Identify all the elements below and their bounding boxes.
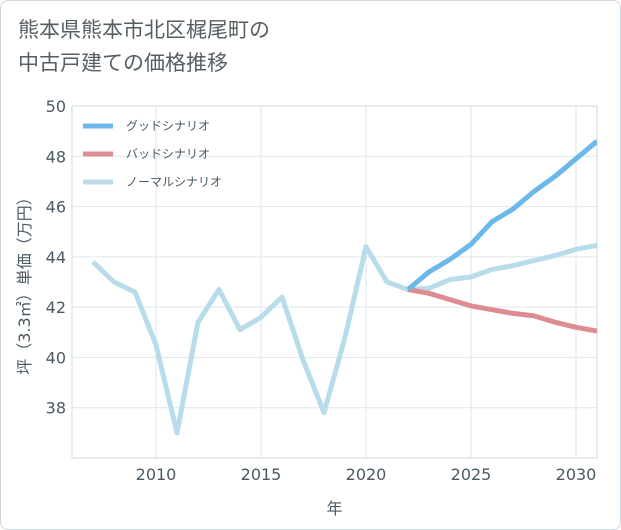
- x-tick-label: 2020: [346, 465, 387, 484]
- series-line-good: [406, 139, 597, 292]
- y-tick-label: 50: [46, 97, 66, 116]
- y-tick-label: 48: [46, 147, 66, 166]
- legend-label: グッドシナリオ: [126, 119, 210, 133]
- x-tick-label: 2015: [241, 465, 282, 484]
- chart-title: 熊本県熊本市北区梶尾町の 中古戸建ての価格推移: [18, 14, 270, 80]
- x-tick-labels: 2010 2015 2020 2025 2030: [136, 465, 597, 484]
- x-tick-label: 2030: [556, 465, 597, 484]
- y-tick-label: 46: [46, 198, 66, 217]
- y-tick-label: 38: [46, 399, 66, 418]
- x-axis-title: 年: [326, 499, 342, 518]
- series-line-bad: [407, 287, 597, 334]
- legend-label: ノーマルシナリオ: [126, 175, 222, 189]
- series-lines: [91, 139, 597, 436]
- x-tick-label: 2025: [451, 465, 492, 484]
- y-tick-label: 42: [46, 298, 66, 317]
- y-tick-labels: 38 40 42 44 46 48 50: [46, 97, 66, 418]
- chart-title-line1: 熊本県熊本市北区梶尾町の: [18, 18, 270, 42]
- legend-label: バッドシナリオ: [126, 147, 210, 161]
- y-tick-label: 44: [46, 248, 66, 267]
- plot-border: [71, 105, 598, 459]
- y-axis-title: 坪（3.3㎡）単価（万円）: [15, 189, 34, 374]
- series-line-normal: [91, 243, 597, 436]
- y-tick-label: 40: [46, 348, 66, 367]
- chart-title-line2: 中古戸建ての価格推移: [18, 51, 228, 75]
- x-tick-label: 2010: [136, 465, 177, 484]
